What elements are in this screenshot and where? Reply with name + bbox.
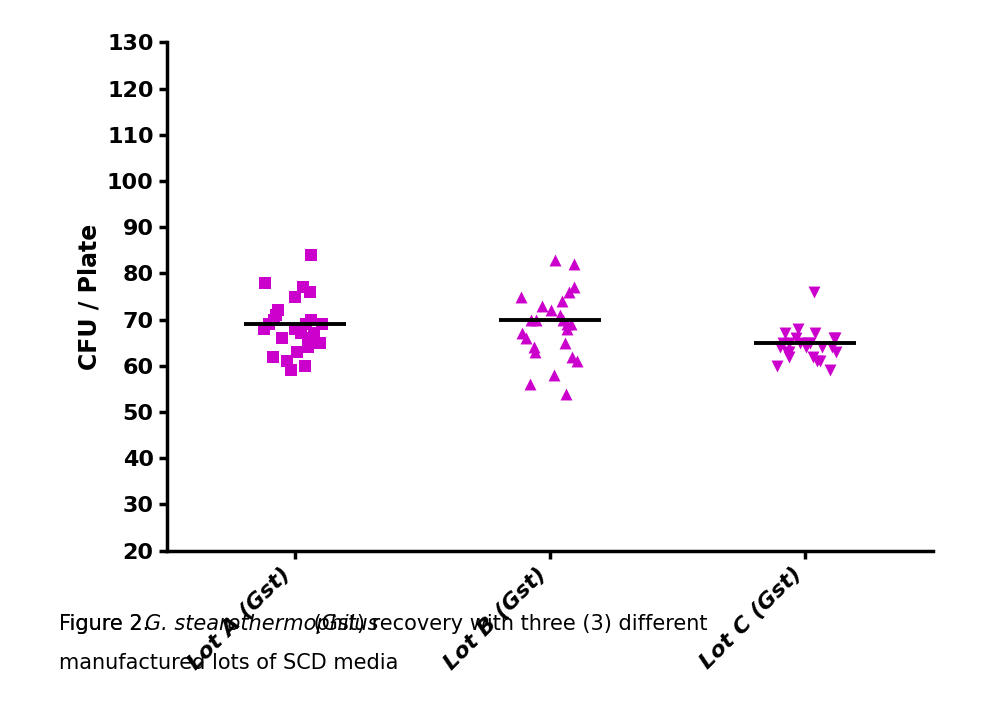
Point (791, 323, 806, 335)
Point (812, 356, 828, 367)
Text: G. stearothermophilus: G. stearothermophilus (145, 614, 379, 634)
Point (543, 305, 559, 316)
Point (265, 351, 281, 362)
Point (261, 318, 277, 330)
Point (527, 347, 543, 358)
Point (558, 337, 573, 348)
Point (566, 282, 581, 293)
Point (522, 378, 538, 390)
Point (300, 333, 316, 344)
Point (514, 328, 529, 339)
Point (567, 258, 582, 270)
Point (274, 333, 290, 344)
Point (769, 360, 785, 371)
Point (257, 277, 273, 288)
Point (298, 360, 313, 371)
Point (279, 356, 295, 367)
Point (534, 300, 550, 311)
Point (554, 296, 570, 307)
Text: (Gst) recovery with three (3) different: (Gst) recovery with three (3) different (307, 614, 708, 634)
Point (295, 282, 310, 293)
Point (775, 337, 791, 348)
Point (828, 333, 844, 344)
Point (560, 318, 575, 330)
Point (806, 286, 822, 297)
Point (826, 333, 842, 344)
Point (828, 347, 844, 358)
Point (312, 337, 328, 348)
Point (302, 286, 318, 297)
Point (809, 356, 825, 367)
Point (303, 249, 319, 261)
Point (302, 314, 318, 325)
Point (791, 337, 807, 348)
Point (547, 254, 563, 265)
Point (777, 328, 792, 339)
Point (788, 333, 803, 344)
Point (314, 318, 330, 330)
Point (556, 314, 572, 325)
Point (546, 369, 562, 381)
Point (294, 328, 309, 339)
Point (288, 323, 303, 335)
Point (570, 356, 585, 367)
Point (526, 342, 542, 353)
Point (290, 347, 305, 358)
Point (822, 365, 838, 376)
Point (562, 286, 577, 297)
Point (518, 333, 534, 344)
Point (300, 342, 315, 353)
Point (802, 337, 818, 348)
Point (523, 314, 539, 325)
Point (268, 309, 284, 321)
Point (779, 347, 794, 358)
Point (270, 305, 286, 316)
Point (564, 351, 579, 362)
Point (306, 328, 322, 339)
Point (781, 337, 796, 348)
Text: Figure 2.: Figure 2. (59, 614, 162, 634)
Y-axis label: CFU / Plate: CFU / Plate (78, 223, 101, 370)
Point (781, 347, 796, 358)
Point (256, 323, 272, 335)
Point (299, 318, 314, 330)
Point (283, 365, 299, 376)
Point (805, 351, 821, 362)
Point (559, 388, 574, 399)
Point (266, 314, 282, 325)
Point (559, 323, 574, 335)
Point (564, 318, 579, 330)
Point (807, 328, 823, 339)
Text: Figure 2.: Figure 2. (59, 614, 162, 634)
Point (287, 291, 302, 302)
Point (824, 342, 840, 353)
Point (772, 342, 788, 353)
Text: manufactured lots of SCD media: manufactured lots of SCD media (59, 653, 399, 673)
Point (798, 342, 814, 353)
Point (800, 337, 816, 348)
Point (552, 309, 568, 321)
Point (814, 342, 830, 353)
Point (514, 291, 529, 302)
Point (782, 351, 797, 362)
Point (528, 314, 544, 325)
